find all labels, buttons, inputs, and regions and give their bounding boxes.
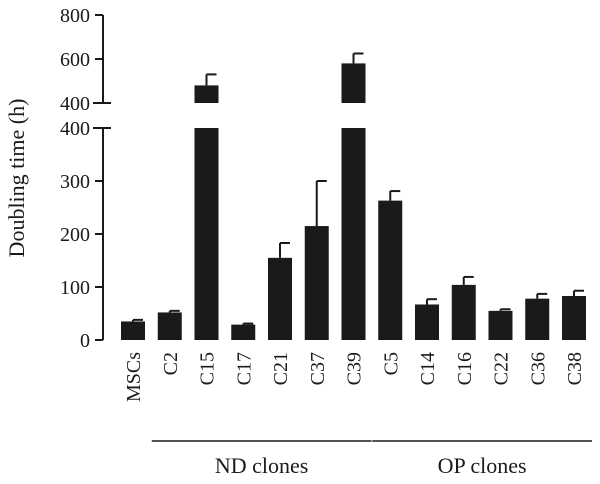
y-tick-lower-400-label: 400	[60, 118, 90, 140]
error-bars	[132, 52, 584, 325]
x-label-C21: C21	[270, 352, 292, 385]
axes: 0 100 200 300 400 400 600 800	[60, 5, 111, 352]
y-tick-lower-100-label: 100	[60, 277, 90, 299]
x-label-C38: C38	[564, 352, 586, 385]
y-tick-upper-400-label: 400	[60, 93, 90, 115]
x-label-C37: C37	[307, 352, 329, 385]
y-tick-upper-600-label: 600	[60, 49, 90, 71]
category-labels: MSCs C2 C15 C17 C21 C37 C39 C5 C14 C16 C22 C36 C38	[123, 352, 586, 402]
bar-C14	[415, 304, 439, 340]
x-label-C15: C15	[197, 352, 219, 385]
x-label-MSCs: MSCs	[123, 352, 145, 402]
bar-C39-upper	[341, 63, 366, 103]
bar-C36	[525, 298, 550, 340]
bar-C38	[562, 296, 586, 340]
x-label-C2: C2	[160, 352, 182, 375]
bar-C39-lower	[341, 128, 366, 340]
bar-C37	[304, 226, 329, 340]
x-label-C39: C39	[344, 352, 366, 385]
x-label-C16: C16	[454, 352, 476, 385]
bar-MSCs	[121, 321, 145, 340]
bar-C22	[488, 310, 513, 340]
bar-C15-upper	[194, 85, 219, 103]
group-label-1: OP clones	[438, 453, 527, 478]
y-tick-lower-0-label: 0	[80, 330, 90, 352]
bar-C5	[378, 200, 403, 340]
x-label-C14: C14	[417, 352, 439, 385]
bar-C17	[231, 324, 256, 340]
x-label-C5: C5	[380, 352, 402, 375]
y-tick-upper-800-label: 800	[60, 5, 90, 27]
bars	[121, 63, 586, 340]
group-brackets: ND clones OP clones	[151, 440, 592, 478]
x-label-C36: C36	[527, 352, 549, 385]
bar-C2	[157, 312, 182, 340]
bar-C16	[451, 284, 476, 340]
bar-C15-lower	[194, 128, 219, 340]
bar-C21	[268, 257, 292, 340]
x-label-C17: C17	[233, 352, 255, 385]
group-label-0: ND clones	[215, 453, 308, 478]
y-axis-title: Doubling time (h)	[4, 99, 29, 258]
y-tick-lower-200-label: 200	[60, 224, 90, 246]
y-tick-lower-300-label: 300	[60, 171, 90, 193]
x-label-C22: C22	[491, 352, 513, 385]
